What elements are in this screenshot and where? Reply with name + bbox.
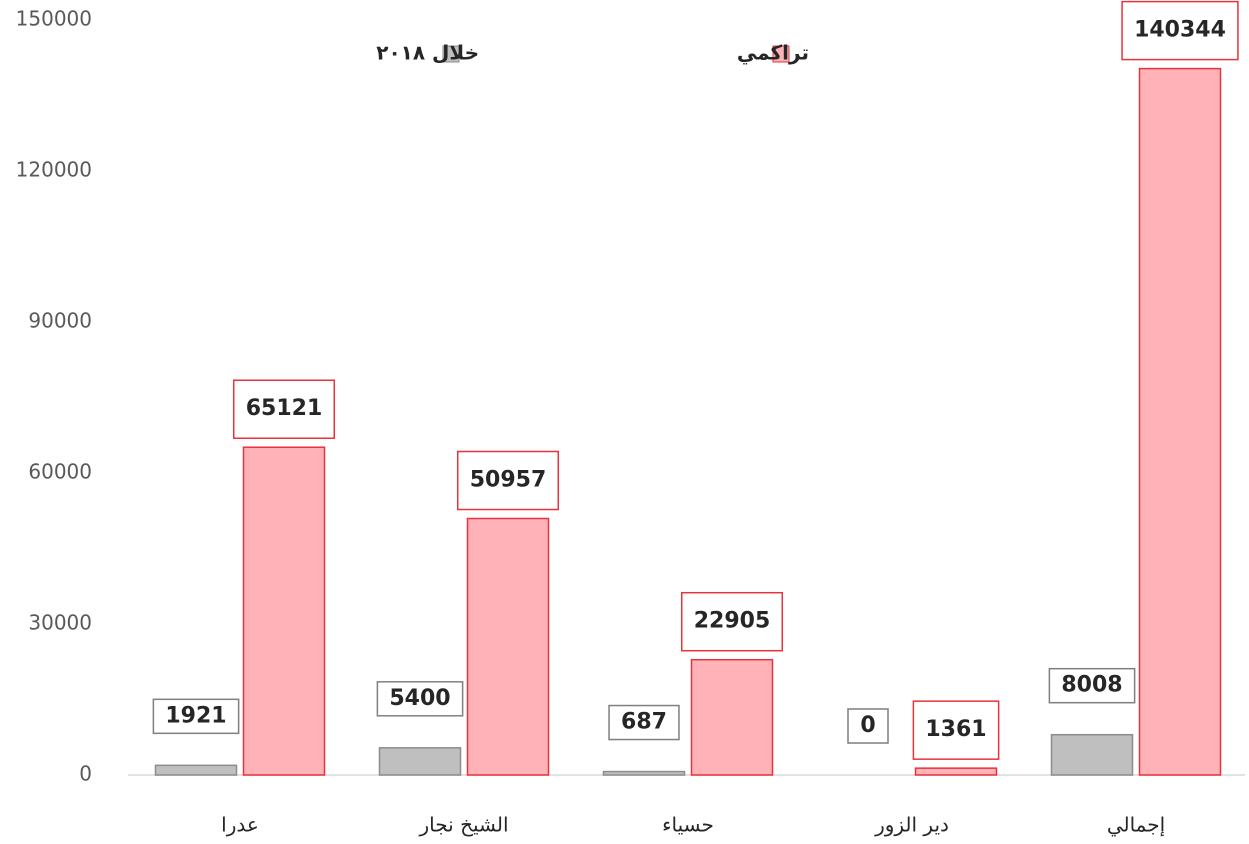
legend-swatch	[442, 45, 460, 63]
data-label-box	[1121, 0, 1239, 61]
data-label: 50957	[470, 468, 547, 493]
data-label: 65121	[246, 396, 323, 421]
data-label: 22905	[694, 609, 771, 634]
data-label-box	[1048, 667, 1136, 704]
y-tick-label: 0	[79, 762, 92, 786]
y-tick-label: 120000	[16, 158, 92, 182]
x-tick-label: دير الزور	[874, 813, 949, 837]
bar	[1050, 733, 1134, 776]
bar	[466, 517, 550, 776]
legend-swatch	[772, 45, 790, 63]
bar	[154, 764, 238, 776]
data-label: 0	[860, 713, 875, 738]
x-tick-label: إجمالي	[1107, 813, 1165, 838]
x-tick-label: حسياء	[662, 813, 714, 837]
legend-label: خلال ٢٠١٨	[376, 41, 479, 65]
data-label-box	[608, 704, 680, 741]
bar	[914, 767, 998, 776]
data-label-box	[456, 450, 560, 511]
y-tick-label: 150000	[16, 7, 92, 31]
bar	[1138, 67, 1222, 776]
y-tick-label: 60000	[28, 460, 92, 484]
x-tick-label: عدرا	[221, 813, 259, 837]
data-label: 687	[621, 710, 667, 735]
bar	[242, 446, 326, 776]
data-label-box	[232, 379, 336, 439]
bar	[378, 747, 462, 776]
data-label: 1921	[165, 703, 226, 728]
data-label: 140344	[1134, 18, 1226, 43]
data-label-box	[847, 708, 889, 744]
data-label: 8008	[1061, 673, 1122, 698]
x-tick-label: الشيخ نجار	[418, 813, 508, 837]
data-label-box	[376, 681, 464, 717]
y-tick-label: 90000	[28, 309, 92, 333]
data-label-box	[912, 700, 1000, 760]
data-label: 5400	[389, 686, 450, 711]
data-label: 1361	[925, 717, 986, 742]
legend-label: تراكمي	[737, 41, 809, 66]
data-label-box	[152, 698, 240, 735]
y-tick-label: 30000	[28, 611, 92, 635]
bar	[602, 770, 686, 776]
data-label-box	[680, 591, 784, 652]
bar	[690, 658, 774, 776]
